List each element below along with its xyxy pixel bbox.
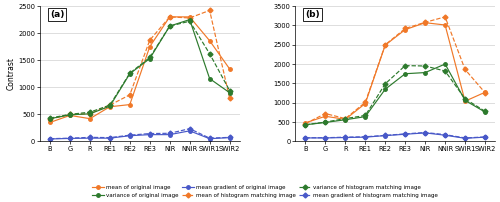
Text: (b): (b) xyxy=(306,10,320,19)
Legend: mean of original image, variance of original image, mean gradient of original im: mean of original image, variance of orig… xyxy=(91,184,439,199)
Text: (a): (a) xyxy=(50,10,64,19)
Y-axis label: Contrast: Contrast xyxy=(6,57,16,90)
